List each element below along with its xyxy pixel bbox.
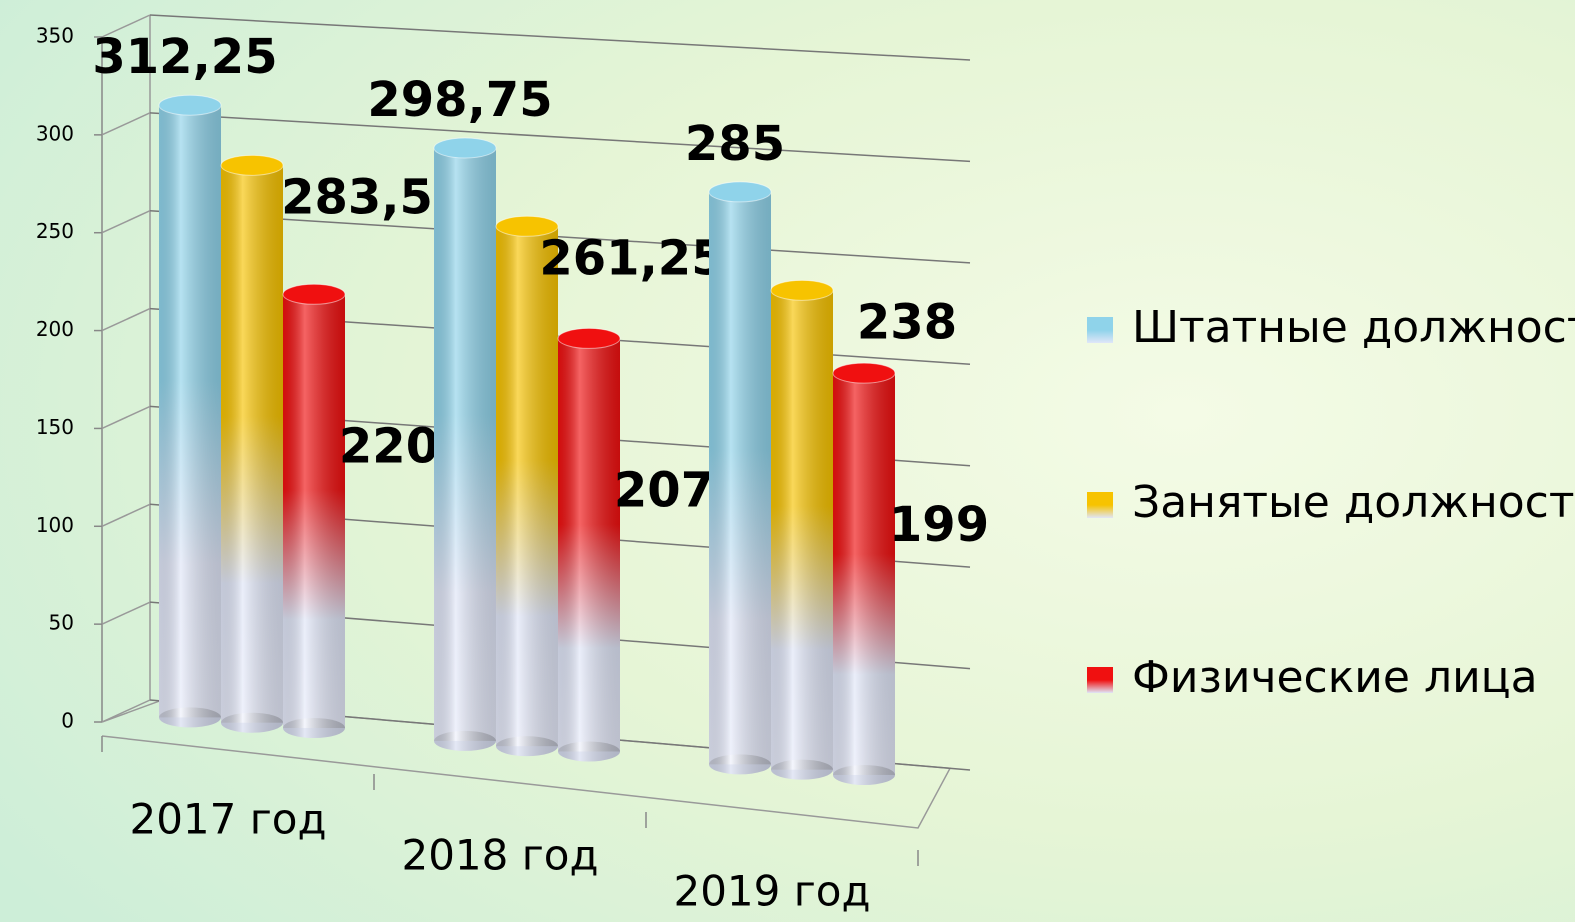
- legend-label: Занятые должности: [1132, 477, 1575, 528]
- bar-shade: [434, 147, 496, 741]
- data-label: 283,5: [281, 169, 433, 225]
- tick-connector: [101, 14, 151, 38]
- legend-marker: [1087, 492, 1113, 518]
- tick-connector: [101, 112, 151, 136]
- bar-shade: [283, 294, 345, 728]
- data-label: 199: [889, 497, 989, 553]
- bar-shade: [771, 290, 833, 770]
- y-tick-label: 100: [36, 513, 74, 537]
- bar-base-front: [221, 712, 283, 733]
- y-tick-label: 350: [36, 24, 74, 48]
- bar-top: [832, 362, 896, 384]
- bar-top: [557, 327, 621, 349]
- bar-shade: [833, 373, 895, 775]
- tick-connector: [101, 503, 151, 527]
- grid-line: [149, 112, 971, 163]
- y-tick-label: 300: [36, 121, 74, 145]
- bar-top: [282, 283, 346, 305]
- bar-top: [770, 279, 834, 301]
- data-label: 312,25: [92, 29, 277, 85]
- tick-connector: [101, 601, 151, 625]
- bar-base-front: [558, 741, 620, 762]
- data-label: 298,75: [367, 72, 552, 128]
- bar-top: [433, 137, 497, 159]
- data-label: 285: [685, 116, 785, 172]
- y-tick-label: 150: [36, 415, 74, 439]
- x-tick-label: 2017 год: [129, 795, 326, 844]
- bar-base-front: [496, 736, 558, 757]
- tick-connector: [101, 405, 151, 430]
- legend-marker: [1087, 317, 1113, 343]
- y-tick-label: 250: [36, 219, 74, 243]
- y-tick-label: 200: [36, 317, 74, 341]
- data-label: 207: [614, 462, 714, 518]
- data-label: 238: [857, 294, 957, 350]
- x-tick-label: 2019 год: [673, 867, 870, 916]
- grid-line: [149, 14, 971, 61]
- bar-base-front: [434, 730, 496, 751]
- y-tick-label: 0: [61, 709, 74, 733]
- bar-top: [708, 181, 772, 203]
- legend-label: Физические лица: [1132, 652, 1538, 703]
- bar-top: [495, 215, 559, 237]
- bar-base-front: [283, 718, 345, 738]
- y-tick-label: 50: [49, 611, 74, 635]
- bar-base-front: [159, 707, 221, 728]
- bar-shade: [159, 105, 221, 718]
- x-tick-label: 2018 год: [401, 831, 598, 880]
- grid-line: [149, 209, 971, 264]
- bar-top: [220, 154, 284, 176]
- bar-shade: [221, 165, 283, 723]
- tick-connector: [101, 699, 151, 723]
- legend-marker: [1087, 667, 1113, 693]
- tick-connector: [101, 210, 151, 234]
- data-label: 261,25: [539, 230, 724, 286]
- bar-shade: [558, 338, 620, 752]
- data-label: 220: [339, 418, 439, 474]
- legend-label: Штатные должности: [1132, 302, 1575, 353]
- bar-shade: [496, 226, 558, 747]
- bar-base-front: [833, 764, 895, 785]
- bar-shade: [709, 191, 771, 765]
- bar-base-front: [771, 759, 833, 780]
- tick-connector: [101, 307, 151, 332]
- bar-top: [158, 94, 222, 116]
- bar-base-front: [709, 754, 771, 775]
